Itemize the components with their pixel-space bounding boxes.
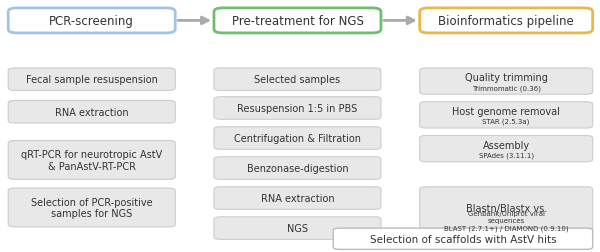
FancyBboxPatch shape [8,9,175,34]
FancyBboxPatch shape [420,136,593,162]
Text: SPAdes (3.11.1): SPAdes (3.11.1) [479,152,534,159]
FancyBboxPatch shape [214,9,381,34]
Text: Host genome removal: Host genome removal [452,107,560,117]
Text: NGS: NGS [287,223,308,233]
Text: Fecal sample resuspension: Fecal sample resuspension [26,75,158,85]
FancyBboxPatch shape [214,69,381,91]
FancyBboxPatch shape [420,187,593,237]
Text: Trimmomatic (0.36): Trimmomatic (0.36) [472,85,541,91]
FancyBboxPatch shape [214,187,381,209]
Text: STAR (2.5.3a): STAR (2.5.3a) [482,118,530,125]
FancyBboxPatch shape [420,9,593,34]
Text: Assembly: Assembly [482,140,530,150]
Text: PCR-screening: PCR-screening [49,15,134,28]
FancyBboxPatch shape [8,101,175,123]
FancyBboxPatch shape [420,102,593,129]
Text: RNA extraction: RNA extraction [260,193,334,203]
FancyBboxPatch shape [214,157,381,180]
FancyBboxPatch shape [8,188,175,227]
Text: Quality trimming: Quality trimming [465,73,548,83]
Text: Centrifugation & Filtration: Centrifugation & Filtration [234,134,361,143]
Text: Selection of PCR-positive
samples for NGS: Selection of PCR-positive samples for NG… [31,197,152,218]
Text: Resuspension 1:5 in PBS: Resuspension 1:5 in PBS [238,104,358,114]
FancyBboxPatch shape [214,127,381,150]
FancyBboxPatch shape [8,69,175,91]
FancyBboxPatch shape [333,228,593,249]
Text: Benzonase-digestion: Benzonase-digestion [247,163,348,173]
Text: Selection of scaffolds with AstV hits: Selection of scaffolds with AstV hits [370,234,556,244]
Text: RNA extraction: RNA extraction [55,107,128,117]
Text: Pre-treatment for NGS: Pre-treatment for NGS [232,15,364,28]
FancyBboxPatch shape [8,141,175,180]
Text: Selected samples: Selected samples [254,75,341,85]
Text: qRT-PCR for neurotropic AstV
& PanAstV-RT-PCR: qRT-PCR for neurotropic AstV & PanAstV-R… [21,149,163,171]
Text: Genbank/Uniprot viral
sequences
BLAST (2.7.1+) / DIAMOND (0.9.10): Genbank/Uniprot viral sequences BLAST (2… [444,210,568,231]
Text: Blastn/Blastx vs.: Blastn/Blastx vs. [466,203,547,213]
FancyBboxPatch shape [214,217,381,239]
FancyBboxPatch shape [214,97,381,120]
Text: Bioinformatics pipeline: Bioinformatics pipeline [439,15,574,28]
FancyBboxPatch shape [420,69,593,95]
